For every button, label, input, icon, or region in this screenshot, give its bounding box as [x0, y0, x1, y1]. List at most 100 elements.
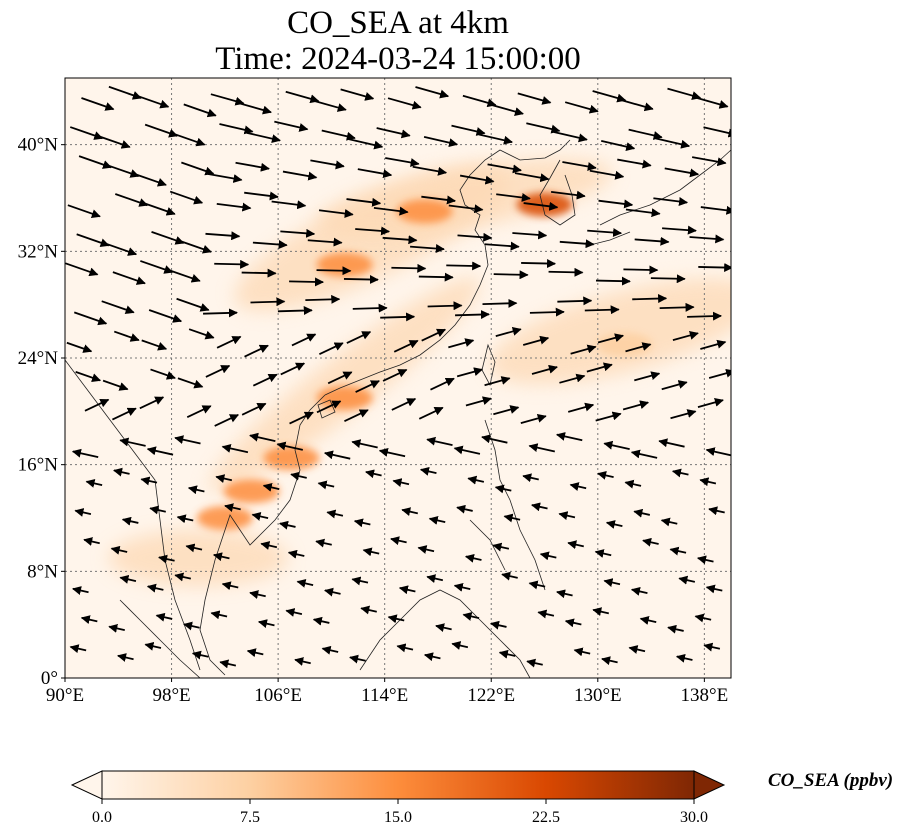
- wind-arrow: [481, 434, 508, 444]
- wind-arrow: [346, 331, 372, 344]
- wind-arrow: [357, 168, 393, 179]
- y-tick-label: 24°N: [18, 348, 59, 369]
- wind-arrow: [287, 549, 305, 559]
- wind-arrow: [221, 444, 249, 454]
- wind-arrow: [294, 657, 311, 666]
- wind-arrow: [598, 199, 634, 209]
- wind-arrow: [550, 190, 586, 200]
- wind-arrow: [76, 233, 110, 248]
- wind-arrow: [430, 377, 455, 391]
- wind-arrow: [282, 170, 318, 181]
- y-tick-label: 16°N: [18, 455, 59, 476]
- colorbar-tick-label: 7.5: [240, 809, 260, 826]
- wind-arrow: [605, 520, 623, 529]
- wind-arrow: [423, 135, 459, 148]
- wind-arrow: [65, 262, 99, 277]
- wind-arrow: [66, 341, 93, 353]
- wind-arrow: [655, 137, 691, 149]
- wind-arrow: [362, 547, 380, 557]
- wind-arrow: [456, 504, 473, 514]
- wind-arrow: [85, 478, 103, 488]
- wind-arrow: [589, 169, 625, 180]
- wind-arrow: [455, 310, 490, 320]
- wind-arrow: [84, 398, 110, 412]
- wind-arrow: [570, 344, 597, 355]
- y-tick-label: 40°N: [18, 135, 59, 156]
- wind-arrow: [539, 551, 557, 561]
- plume-band: [108, 530, 289, 586]
- concentration-hotspot: [596, 332, 653, 357]
- wind-arrow: [113, 330, 140, 342]
- wind-arrow: [398, 585, 416, 595]
- wind-arrow: [419, 466, 437, 476]
- wind-arrow: [632, 294, 668, 304]
- x-tick-label: 122°E: [467, 685, 515, 706]
- wind-arrow: [351, 576, 369, 586]
- x-tick-label: 138°E: [681, 685, 729, 706]
- wind-arrow: [121, 516, 139, 526]
- wind-arrow: [83, 537, 100, 546]
- wind-arrow: [326, 509, 344, 519]
- wind-arrow: [323, 450, 351, 460]
- map-background: [65, 78, 731, 678]
- wind-arrow: [351, 439, 378, 449]
- wind-arrow: [595, 276, 631, 286]
- wind-arrow: [448, 338, 475, 349]
- wind-arrow: [553, 131, 588, 143]
- wind-arrow: [387, 97, 422, 110]
- wind-arrow: [241, 268, 277, 278]
- wind-arrow: [352, 303, 388, 313]
- wind-arrow: [250, 297, 286, 307]
- wind-arrow: [670, 409, 697, 420]
- colorbar-extend-max: [693, 770, 726, 800]
- wind-arrow: [290, 471, 307, 481]
- wind-arrow: [526, 122, 561, 134]
- wind-arrow: [662, 225, 697, 235]
- wind-arrow: [382, 368, 408, 382]
- wind-arrow: [146, 583, 164, 593]
- wind-arrow: [529, 307, 565, 317]
- wind-arrow: [528, 443, 556, 453]
- wind-arrow: [144, 641, 162, 651]
- wind-arrow: [522, 335, 550, 346]
- wind-arrow: [139, 396, 165, 410]
- axis-ticks: [61, 144, 705, 682]
- wind-arrow: [703, 126, 731, 138]
- wind-arrow: [705, 447, 731, 457]
- wind-arrow: [498, 649, 516, 659]
- wind-arrow: [493, 405, 520, 416]
- wind-arrow: [669, 546, 687, 556]
- wind-arrow: [219, 659, 237, 669]
- wind-arrow: [187, 485, 205, 495]
- wind-arrow: [280, 362, 306, 376]
- wind-arrow: [216, 202, 252, 212]
- x-tick-label: 114°E: [361, 685, 408, 706]
- concentration-hotspot: [396, 199, 453, 224]
- wind-arrow: [418, 406, 444, 420]
- wind-arrow: [421, 195, 456, 205]
- wind-arrow: [396, 643, 414, 653]
- wind-arrow: [318, 209, 354, 218]
- wind-arrow: [312, 99, 347, 112]
- wind-arrow: [514, 172, 550, 183]
- wind-arrow: [603, 578, 621, 587]
- wind-arrow: [110, 545, 128, 555]
- wind-arrow: [176, 297, 210, 312]
- wind-arrow: [573, 647, 591, 657]
- wind-arrow: [343, 275, 379, 285]
- wind-arrow: [178, 239, 212, 254]
- wind-arrow: [517, 92, 552, 105]
- wind-arrow: [448, 204, 484, 214]
- wind-arrow: [490, 620, 507, 630]
- wind-arrow: [136, 94, 170, 109]
- wind-arrow: [174, 572, 192, 582]
- wind-arrow: [113, 467, 130, 477]
- wind-arrow: [117, 653, 134, 662]
- wind-arrow: [537, 609, 555, 619]
- wind-arrow: [586, 362, 613, 373]
- wind-arrow: [276, 441, 303, 451]
- wind-arrow: [219, 123, 254, 135]
- wind-arrow: [559, 373, 586, 384]
- colorbar-gradient: [102, 771, 694, 799]
- wind-arrow: [296, 578, 314, 588]
